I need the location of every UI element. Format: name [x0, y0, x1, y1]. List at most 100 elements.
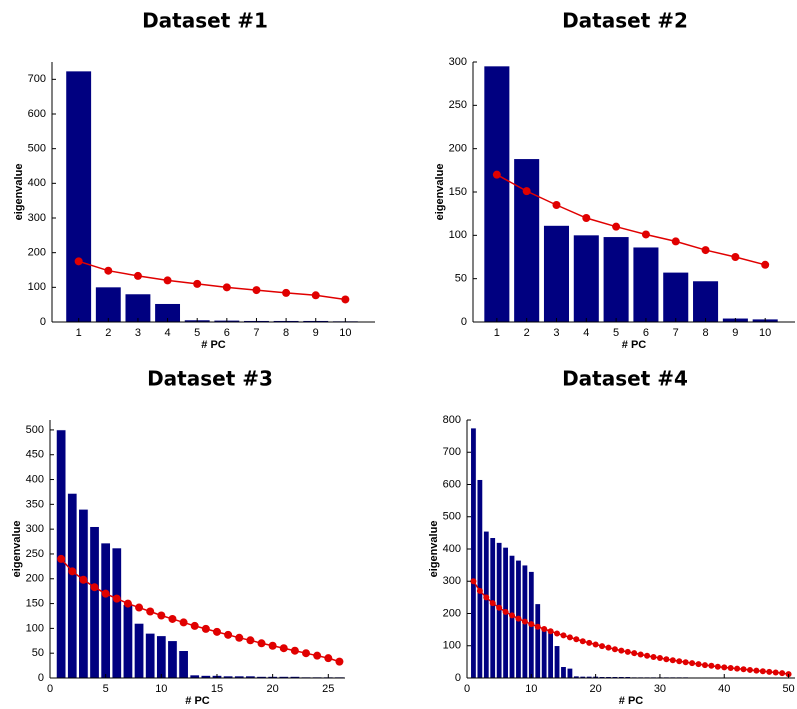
eigen-point [476, 587, 483, 594]
eigen-point [112, 594, 121, 603]
y-tick-label: 0 [40, 316, 46, 328]
x-tick-label: 0 [47, 683, 53, 695]
eigen-point [222, 283, 231, 292]
bar [155, 303, 181, 322]
x-tick-label: 30 [654, 683, 666, 695]
eigen-point [671, 237, 680, 246]
eigen-point [324, 654, 333, 663]
eigen-point [759, 668, 766, 675]
eigen-point [90, 583, 99, 592]
eigen-point [534, 623, 541, 630]
eigen-point [618, 647, 625, 654]
eigen-point [611, 646, 618, 653]
eigen-point [521, 618, 528, 625]
bar [122, 604, 133, 679]
bar [95, 287, 121, 322]
eigen-point [190, 621, 199, 630]
eigen-point [592, 641, 599, 648]
bar [560, 666, 567, 679]
chart-panel: Dataset #1 0 100 200 300 400 500 600 700 1 2 3 4 5 6 7 8… [13, 9, 375, 351]
x-tick-label: 5 [103, 683, 109, 695]
eigen-point [663, 656, 670, 663]
x-tick-label: 40 [718, 683, 730, 695]
eigen-point [708, 662, 715, 669]
eigen-point [650, 654, 657, 661]
eigen-point [168, 614, 177, 623]
eigen-point [766, 668, 773, 675]
eigen-point [689, 660, 696, 667]
x-tick-label: 8 [702, 327, 708, 339]
eigen-point [727, 665, 734, 672]
y-tick-label: 100 [443, 640, 461, 652]
y-tick-label: 300 [26, 523, 44, 535]
eigen-point [612, 222, 621, 231]
bar [178, 650, 189, 679]
y-axis-label: eigenvalue [11, 521, 23, 578]
eigen-point [669, 657, 676, 664]
eigen-point [483, 594, 490, 601]
eigen-point [656, 655, 663, 662]
bar [78, 509, 89, 679]
chart-title: Dataset #4 [562, 367, 688, 391]
eigen-point [335, 657, 344, 666]
bar [167, 640, 178, 679]
eigen-point [714, 663, 721, 670]
eigen-point [193, 279, 202, 288]
x-tick-label: 1 [76, 327, 82, 339]
eigen-point [282, 288, 291, 297]
eigen-point [201, 624, 210, 633]
bar [514, 159, 540, 322]
y-tick-label: 150 [26, 597, 44, 609]
eigen-point [257, 639, 266, 648]
y-tick-label: 200 [26, 573, 44, 585]
eigen-point [566, 634, 573, 641]
bar [100, 542, 111, 679]
x-tick-label: 7 [673, 327, 679, 339]
x-tick-label: 4 [165, 327, 171, 339]
bar [543, 225, 570, 322]
eigen-point [554, 630, 561, 637]
eigen-point [101, 589, 110, 598]
eigen-point [157, 611, 166, 620]
bar [663, 272, 689, 322]
bar [56, 429, 67, 679]
eigen-point [311, 291, 320, 300]
y-tick-label: 150 [449, 186, 467, 198]
y-tick-label: 250 [26, 548, 44, 560]
eigen-point [547, 628, 554, 635]
chart-title: Dataset #1 [142, 9, 268, 33]
eigen-point [541, 625, 548, 632]
eigen-point [252, 286, 261, 295]
bar [66, 71, 92, 322]
y-tick-label: 300 [449, 56, 467, 68]
x-tick-label: 1 [494, 327, 500, 339]
chart-panel: Dataset #2 0 50 100 150 200 250 300 1 2 3 4 5 6 7 8 9 10 #… [434, 9, 795, 351]
y-tick-label: 700 [443, 446, 461, 458]
y-tick-label: 350 [26, 498, 44, 510]
eigen-point [582, 214, 591, 222]
eigen-line [78, 260, 346, 301]
x-tick-label: 10 [525, 683, 537, 695]
eigen-point [133, 271, 142, 280]
x-tick-label: 20 [590, 683, 602, 695]
x-tick-label: 50 [782, 683, 794, 695]
y-tick-label: 0 [461, 316, 467, 328]
bar [470, 427, 477, 679]
y-tick-label: 300 [443, 575, 461, 587]
eigen-point [624, 648, 631, 655]
eigen-point [746, 666, 753, 673]
bar [566, 668, 573, 679]
eigen-point [74, 257, 83, 266]
bar [483, 530, 490, 679]
eigen-point [761, 260, 770, 269]
y-tick-label: 400 [28, 177, 46, 189]
y-tick-label: 300 [28, 212, 46, 224]
bar [554, 645, 561, 679]
x-tick-label: 10 [339, 327, 351, 339]
eigen-point [637, 651, 644, 658]
eigen-point [721, 664, 728, 671]
eigen-point [779, 670, 786, 677]
chart-title: Dataset #3 [147, 367, 273, 391]
eigen-point [268, 641, 277, 650]
